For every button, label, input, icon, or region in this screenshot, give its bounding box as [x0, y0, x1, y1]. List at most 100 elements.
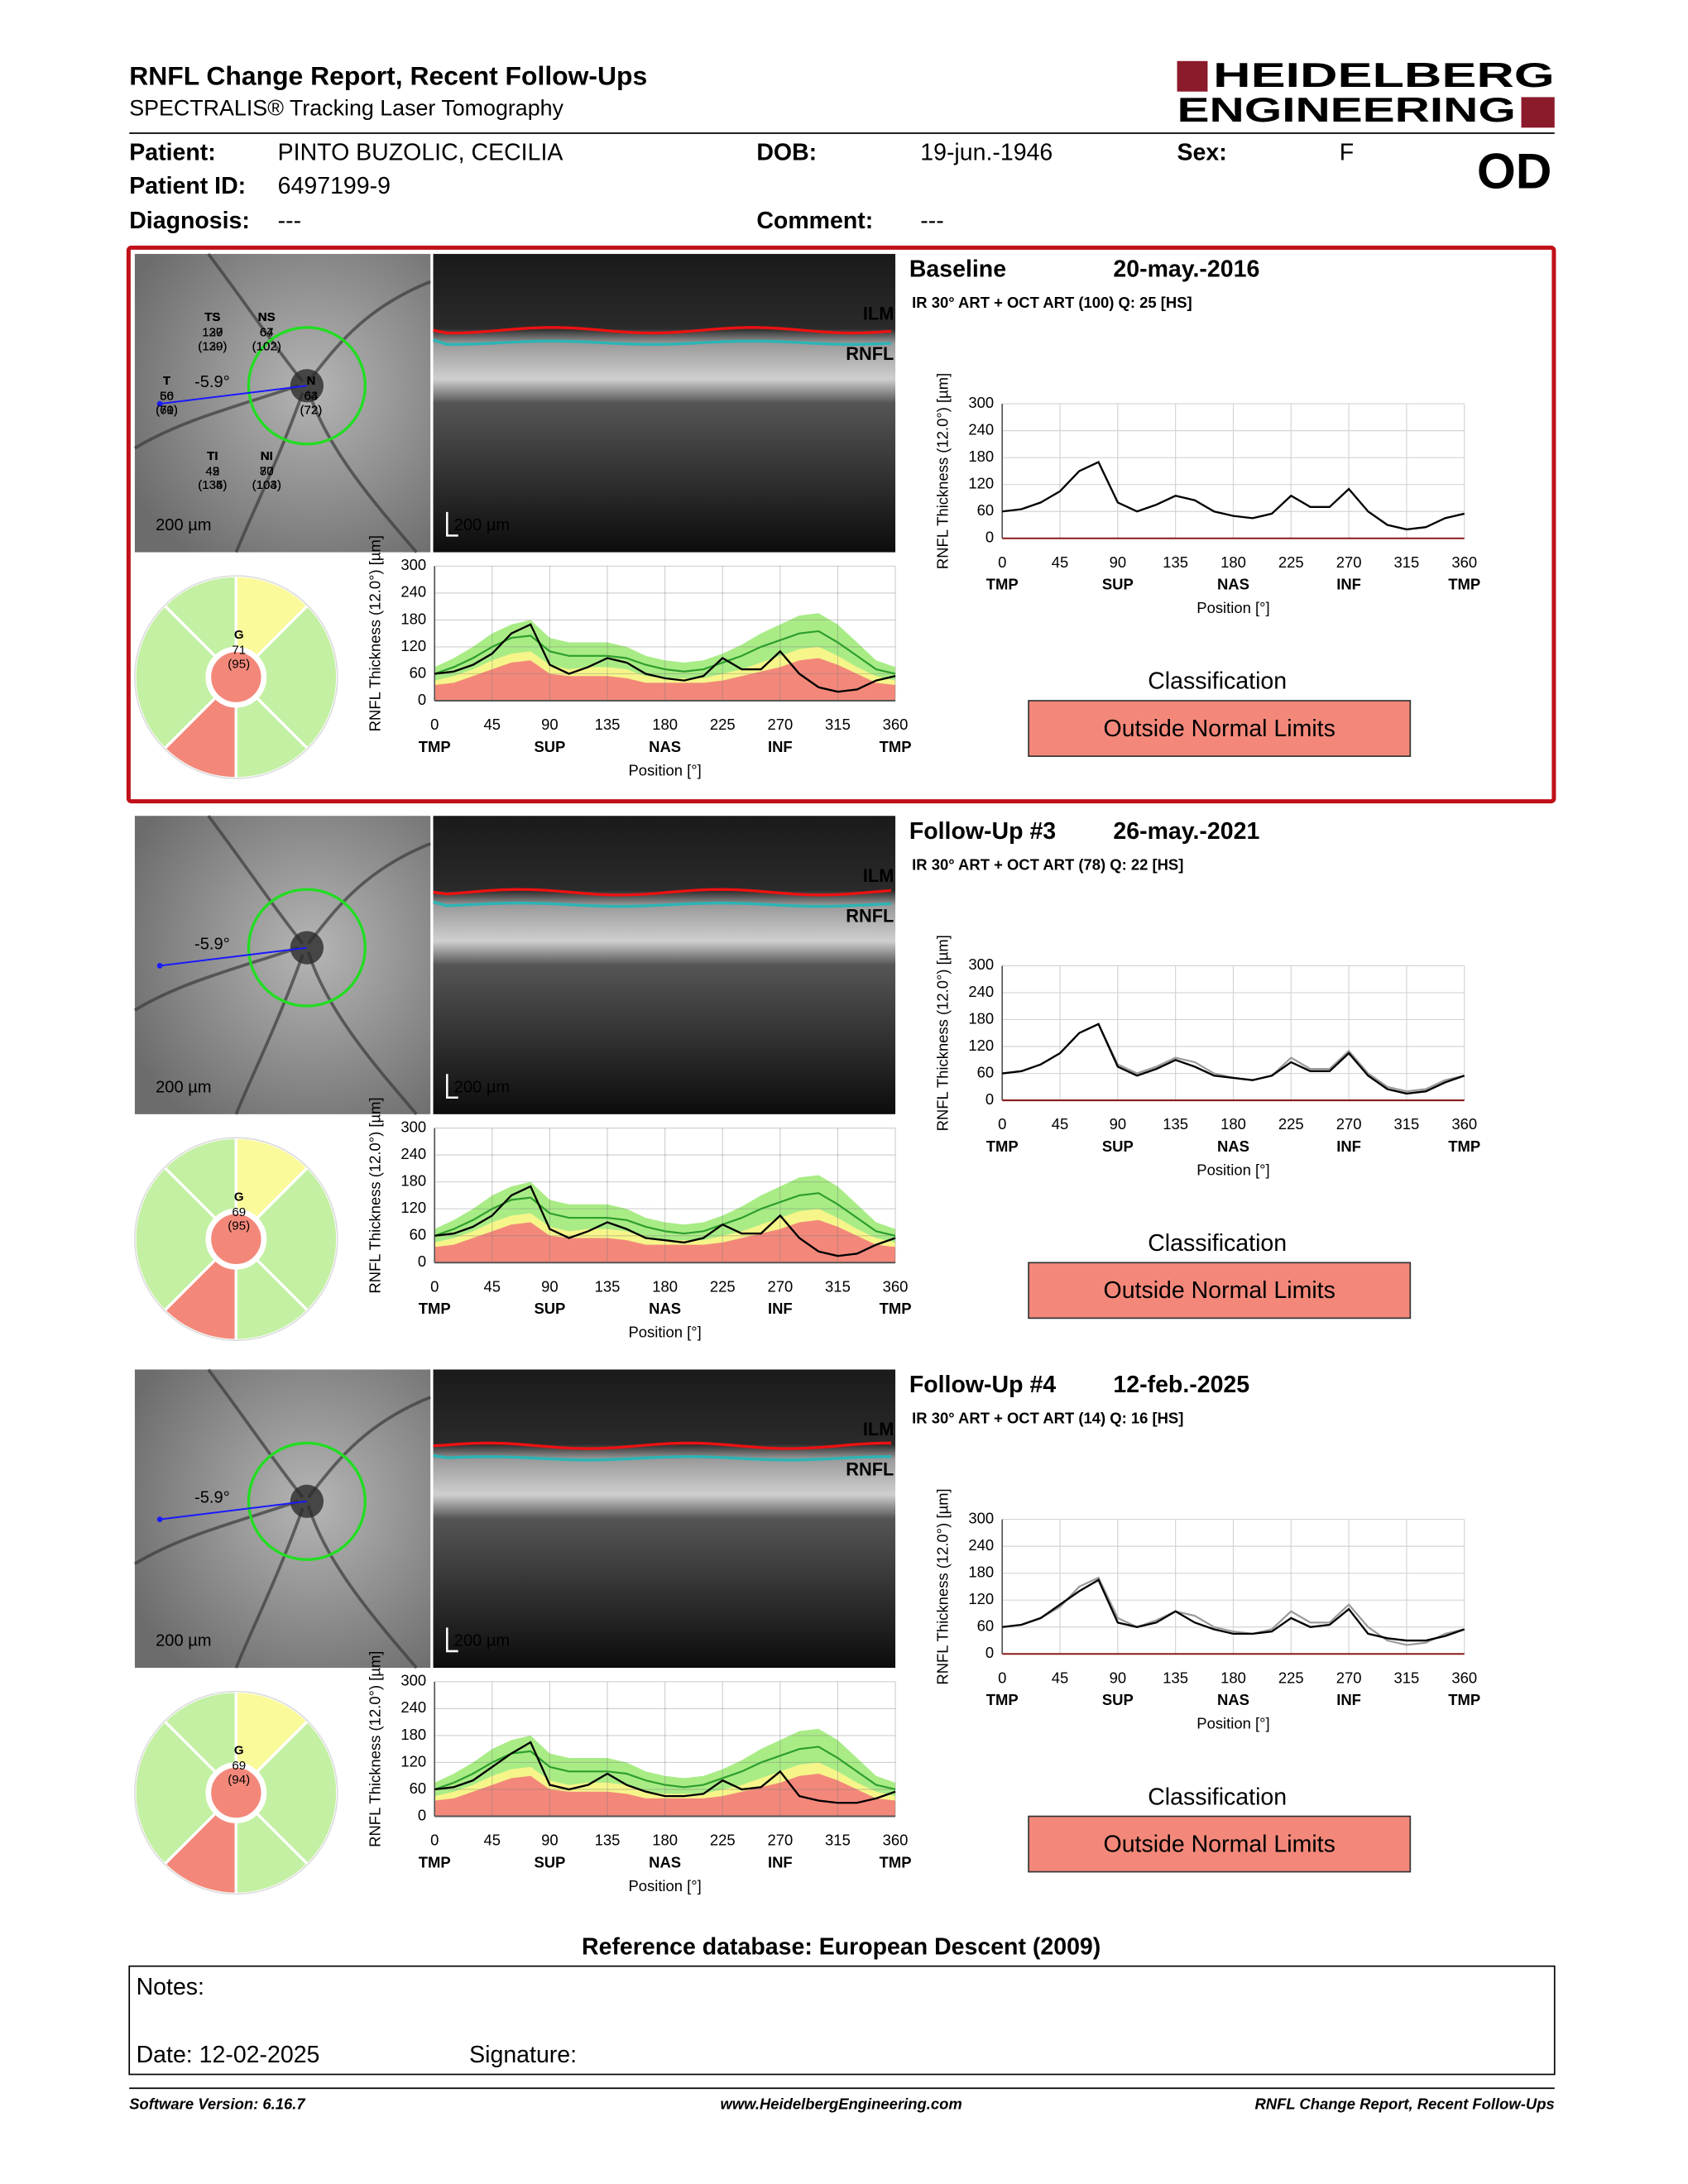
sector-normal: (136)	[198, 478, 227, 492]
x-tick-label: 135	[1163, 553, 1188, 571]
logo-line1: HEIDELBERG	[1213, 55, 1555, 94]
x-tick-label: 225	[1278, 553, 1304, 571]
rnfl-label: RNFL	[846, 343, 894, 364]
sector-name: T	[163, 374, 171, 388]
sector-normal: (129)	[198, 339, 227, 353]
x-tick-label: 180	[652, 716, 678, 733]
x-axis-label: Position [°]	[628, 1324, 701, 1341]
classification-box	[1028, 1815, 1412, 1873]
y-tick-label: 120	[968, 1037, 994, 1054]
classification-title: Classification	[1148, 1784, 1287, 1810]
x-tick-label: 360	[1451, 553, 1477, 571]
x-tick-label: 315	[825, 1832, 851, 1849]
x-tick-label: 0	[430, 1277, 439, 1295]
classification-result: Outside Normal Limits	[1104, 1831, 1336, 1857]
oct-image	[433, 253, 896, 553]
field-value: 19-jun.-1946	[920, 140, 1053, 166]
thickness-line	[1002, 1578, 1465, 1642]
y-tick-label: 180	[968, 1564, 994, 1581]
angle-label: -5.9°	[194, 936, 230, 954]
y-tick-label: 0	[985, 529, 994, 546]
sector-global	[208, 649, 264, 706]
x-tick-label: 315	[825, 716, 851, 733]
classification-result: Outside Normal Limits	[1104, 1277, 1336, 1304]
x-tick-label: 0	[998, 1115, 1006, 1133]
field-label: Comment:	[756, 208, 873, 234]
y-tick-label: 180	[968, 1009, 994, 1027]
sector-value: 63	[305, 390, 319, 404]
oct-scale-bar	[446, 1627, 458, 1653]
region-label: NAS	[649, 1300, 681, 1317]
region-label: TMP	[880, 1300, 912, 1317]
scan-info: IR 30° ART + OCT ART (78) Q: 22 [HS]	[912, 855, 1183, 873]
sector-value: 129	[202, 326, 223, 340]
x-tick-label: 90	[541, 716, 559, 733]
sector-name: G	[234, 1744, 244, 1758]
sector-normal: (69)	[156, 403, 178, 417]
y-tick-label: 240	[968, 983, 994, 1000]
field-label: Diagnosis:	[129, 208, 250, 234]
y-tick-label: 240	[400, 583, 426, 601]
y-tick-label: 60	[977, 1063, 995, 1080]
orientation-dot	[156, 400, 163, 407]
x-tick-label: 45	[484, 1277, 501, 1295]
y-axis-label: RNFL Thickness (12.0°) [µm]	[934, 1488, 952, 1684]
orientation-line	[159, 1500, 308, 1521]
region-label: NAS	[1217, 1691, 1249, 1708]
y-tick-label: 300	[400, 556, 426, 573]
notes-box	[128, 1965, 1556, 2076]
sector-normal: (134)	[198, 478, 227, 492]
sector-name: T	[163, 374, 171, 388]
x-tick-label: 90	[1110, 553, 1127, 571]
rnfl-line	[433, 1454, 892, 1462]
sector-global	[208, 1211, 264, 1267]
oct-scale-bar	[446, 1074, 458, 1099]
region-label: TMP	[880, 738, 912, 755]
rnfl-line	[433, 338, 892, 346]
sector-value: 80	[260, 464, 274, 478]
fundus-vessel	[307, 280, 431, 383]
x-tick-label: 90	[541, 1277, 559, 1295]
ilm-line	[433, 1441, 892, 1450]
sector-name: N	[306, 374, 315, 388]
sector-normal: (70)	[156, 403, 178, 417]
y-tick-label: 300	[968, 394, 994, 411]
y-tick-label: 120	[400, 1199, 426, 1216]
x-tick-label: 225	[710, 1277, 736, 1295]
region-label: INF	[768, 738, 793, 755]
x-tick-label: 225	[1278, 1669, 1304, 1686]
sector-name: G	[234, 628, 244, 642]
field-value: 6497199-9	[278, 173, 391, 199]
fundus-vessel	[306, 1505, 418, 1669]
region-label: INF	[1336, 1138, 1361, 1155]
y-tick-label: 60	[977, 501, 995, 519]
sector-normal: (71)	[156, 403, 178, 417]
x-tick-label: 180	[1220, 1115, 1246, 1133]
sector-normal: (72)	[300, 403, 323, 417]
sector-normal: (129)	[198, 339, 227, 353]
region-label: SUP	[534, 738, 565, 755]
fundus-vessel	[306, 951, 418, 1116]
scan-info: IR 30° ART + OCT ART (100) Q: 25 [HS]	[912, 294, 1192, 311]
x-tick-label: 180	[652, 1277, 678, 1295]
ilm-label: ILM	[863, 1419, 894, 1439]
sector-value: 45	[205, 464, 219, 478]
x-tick-label: 45	[1052, 553, 1069, 571]
x-tick-label: 0	[430, 716, 439, 733]
sector-name: G	[234, 1190, 244, 1204]
sector-name: TS	[204, 310, 220, 324]
classification-box	[1028, 700, 1412, 757]
fundus-vessel	[133, 946, 300, 1012]
y-tick-label: 300	[400, 1672, 426, 1689]
thickness-line	[434, 623, 896, 693]
logo-square	[1177, 60, 1208, 92]
footer-report-name: RNFL Change Report, Recent Follow-Ups	[1254, 2095, 1554, 2112]
notes-label: Notes:	[137, 1974, 204, 2000]
oct-scale-label: 200 µm	[454, 1632, 510, 1650]
region-label: TMP	[880, 1853, 912, 1870]
fundus-image	[134, 816, 431, 1114]
oct-scale-label: 200 µm	[454, 516, 510, 534]
x-tick-label: 135	[1163, 1115, 1188, 1133]
fundus-vessel	[306, 389, 418, 553]
x-tick-label: 45	[484, 716, 501, 733]
